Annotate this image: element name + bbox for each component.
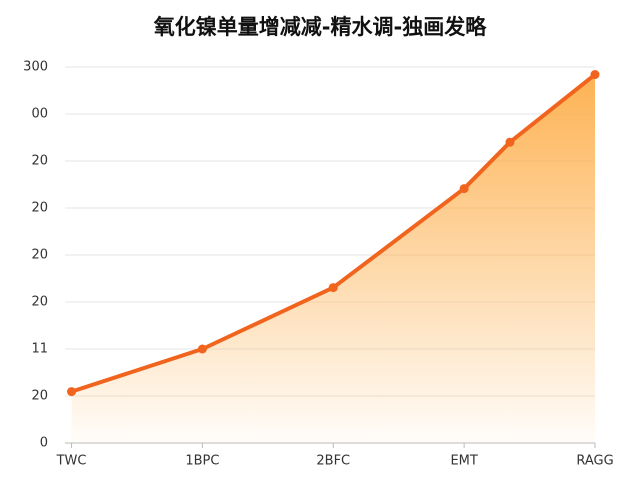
- x-tick-label: EMT: [450, 454, 477, 469]
- x-tick-label: RAGG: [576, 454, 613, 469]
- line: [70, 72, 597, 394]
- point: [328, 283, 338, 293]
- point: [459, 184, 469, 194]
- y-tick-label: 00: [31, 107, 48, 122]
- point: [505, 137, 515, 147]
- y-tick-label: 20: [31, 154, 48, 169]
- y-tick-label: 20: [31, 201, 48, 216]
- x-tick-label: TWC: [56, 454, 87, 469]
- area: [71, 74, 595, 444]
- point: [590, 70, 600, 80]
- y-tick-label: 0: [40, 436, 48, 451]
- y-tick-label: 300: [23, 60, 48, 75]
- chart-title: 氧化镍单量增减减-精水调-独画发略: [154, 15, 487, 39]
- y-tick-label: 20: [31, 248, 48, 263]
- point: [67, 387, 77, 397]
- x-tick-label: 2BFC: [316, 454, 350, 469]
- y-tick-label: 20: [31, 389, 48, 404]
- point: [197, 344, 207, 354]
- x-tick-label: 1BPC: [185, 454, 219, 469]
- y-tick-label: 11: [31, 342, 48, 357]
- y-tick-label: 20: [31, 295, 48, 310]
